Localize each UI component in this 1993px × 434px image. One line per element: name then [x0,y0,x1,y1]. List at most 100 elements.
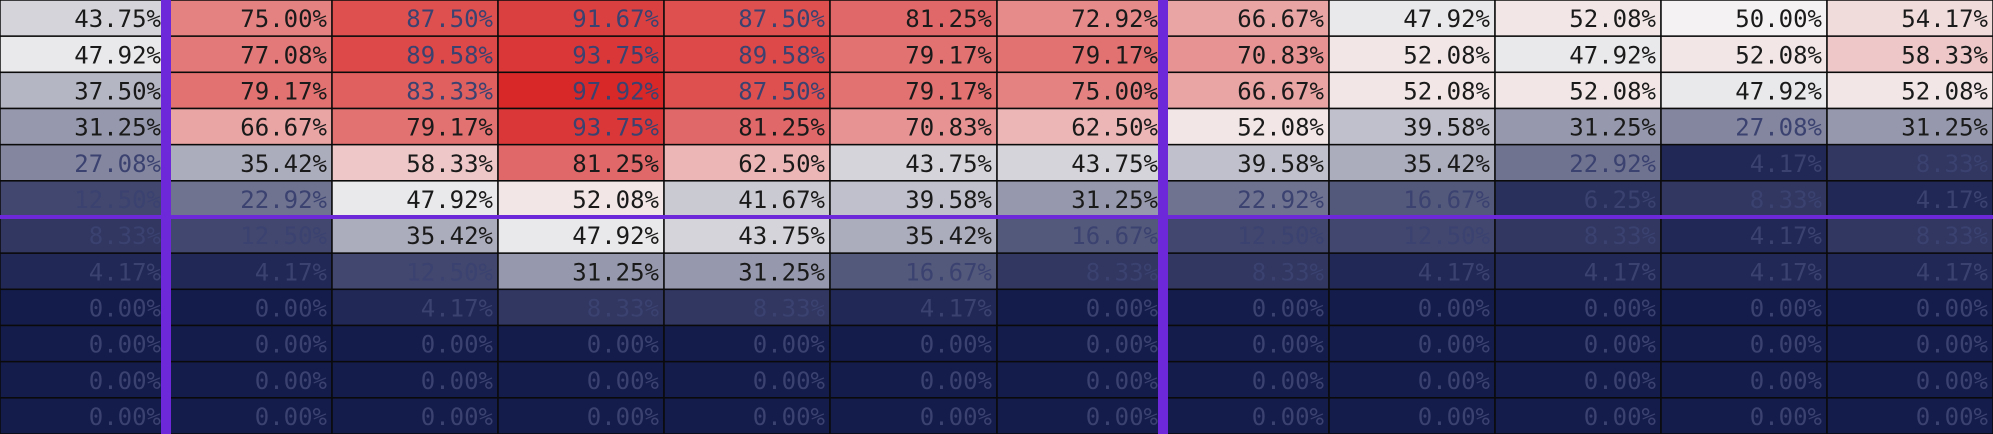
heatmap-cell [497,107,665,146]
heatmap-cell [1162,0,1330,37]
heatmap-cell-label: 35.42% [406,222,493,250]
heatmap-cell [1162,252,1330,291]
heatmap-cell-label: 52.08% [1403,41,1490,69]
heatmap-cell [1660,252,1828,291]
heatmap-cell-label: 0.00% [89,331,162,359]
heatmap-cell [0,288,167,327]
heatmap-cell [996,360,1164,399]
heatmap-cell-label: 0.00% [587,403,660,431]
heatmap-cell-label: 4.17% [920,294,993,322]
heatmap-cell [331,252,499,291]
heatmap-cell-label: 89.58% [738,41,825,69]
heatmap-cell-label: 79.17% [406,114,493,142]
heatmap-cell [663,360,831,399]
heatmap-cell-label: 79.17% [905,41,992,69]
heatmap-cell-label: 12.50% [74,186,161,214]
heatmap-cell [165,397,333,434]
heatmap-cell-label: 70.83% [1237,41,1324,69]
heatmap-cell-label: 16.67% [905,258,992,286]
heatmap-cell-label: 31.25% [1569,114,1656,142]
heatmap-cell-label: 31.25% [1071,186,1158,214]
heatmap-cell [165,0,333,37]
heatmap-cell [829,397,998,434]
heatmap-cell [1494,397,1662,434]
heatmap-cell-label: 0.00% [753,403,826,431]
heatmap-cell-label: 93.75% [572,114,659,142]
heatmap-cell-label: 50.00% [1735,5,1822,33]
heatmap-cell [497,288,665,327]
heatmap-cell-label: 43.75% [1071,150,1158,178]
heatmap-cell-label: 79.17% [240,77,327,105]
heatmap-cell-label: 0.00% [920,367,993,395]
heatmap-cell [1162,324,1330,363]
heatmap-cell-label: 8.33% [587,294,660,322]
heatmap-cell [497,397,665,434]
heatmap-cell-label: 81.25% [905,5,992,33]
heatmap-cell-label: 27.08% [1735,114,1822,142]
heatmap-cell-label: 12.50% [406,258,493,286]
heatmap-cell-label: 0.00% [255,403,328,431]
heatmap-cell-label: 81.25% [738,114,825,142]
heatmap-cell [1494,252,1662,291]
heatmap-cell-label: 8.33% [1916,150,1989,178]
heatmap-cell-label: 8.33% [753,294,826,322]
heatmap-cell [1162,35,1330,74]
heatmap-cell-label: 0.00% [1418,367,1491,395]
heatmap-cell-label: 97.92% [572,77,659,105]
heatmap-cell [331,216,499,254]
heatmap-cell-label: 91.67% [572,5,659,33]
heatmap-cell [1328,107,1496,146]
heatmap-cell-label: 87.50% [406,5,493,33]
heatmap-cell-label: 16.67% [1071,222,1158,250]
heatmap-cell-label: 81.25% [572,150,659,178]
heatmap-cell-label: 52.08% [1735,41,1822,69]
heatmap-cell-label: 0.00% [1916,403,1989,431]
heatmap-cell-label: 35.42% [1403,150,1490,178]
heatmap-cell [497,216,665,254]
heatmap-cell-label: 0.00% [1086,367,1159,395]
heatmap-cell [1826,288,1993,327]
heatmap-cell [1826,71,1993,110]
heatmap-cell [497,180,665,218]
heatmap-cell [996,71,1164,110]
heatmap-cell-label: 0.00% [753,367,826,395]
heatmap-cell [1660,324,1828,363]
heatmap-cell [1660,397,1828,434]
heatmap-cell-label: 0.00% [1916,294,1989,322]
heatmap-cell-label: 47.92% [1403,5,1490,33]
heatmap-cell-label: 8.33% [1086,258,1159,286]
heatmap-cell-label: 0.00% [1584,403,1657,431]
heatmap-cell-label: 22.92% [1569,150,1656,178]
heatmap-cell [996,216,1164,254]
heatmap-cell-label: 52.08% [1403,77,1490,105]
heatmap-cell [165,360,333,399]
heatmap-cell [663,216,831,254]
heatmap-cell [0,71,167,110]
heatmap-cell-label: 0.00% [1252,294,1325,322]
heatmap-cell [1494,35,1662,74]
heatmap-cell [663,143,831,182]
heatmap-cell-label: 39.58% [1403,114,1490,142]
heatmap-cell [829,35,998,74]
heatmap-cell-label: 0.00% [920,403,993,431]
heatmap-cell-label: 0.00% [1916,331,1989,359]
heatmap-cell [1660,180,1828,218]
heatmap-cell-label: 47.92% [1735,77,1822,105]
heatmap-cell-label: 4.17% [1584,258,1657,286]
heatmap-cell-label: 83.33% [406,77,493,105]
heatmap-cell [1826,107,1993,146]
heatmap-cell-label: 52.08% [1901,77,1988,105]
heatmap-cell-label: 22.92% [1237,186,1324,214]
heatmap-cell-label: 31.25% [74,114,161,142]
heatmap-cell-label: 52.08% [1569,77,1656,105]
heatmap-cell [1162,143,1330,182]
heatmap-cell-label: 0.00% [1252,403,1325,431]
heatmap-cell-label: 0.00% [1750,403,1823,431]
heatmap-cell-label: 12.50% [240,222,327,250]
heatmap-cell-label: 43.75% [74,5,161,33]
heatmap-cell-label: 66.67% [240,114,327,142]
heatmap-cell [1328,143,1496,182]
heatmap-cell-label: 0.00% [1086,294,1159,322]
heatmap-cell [0,360,167,399]
